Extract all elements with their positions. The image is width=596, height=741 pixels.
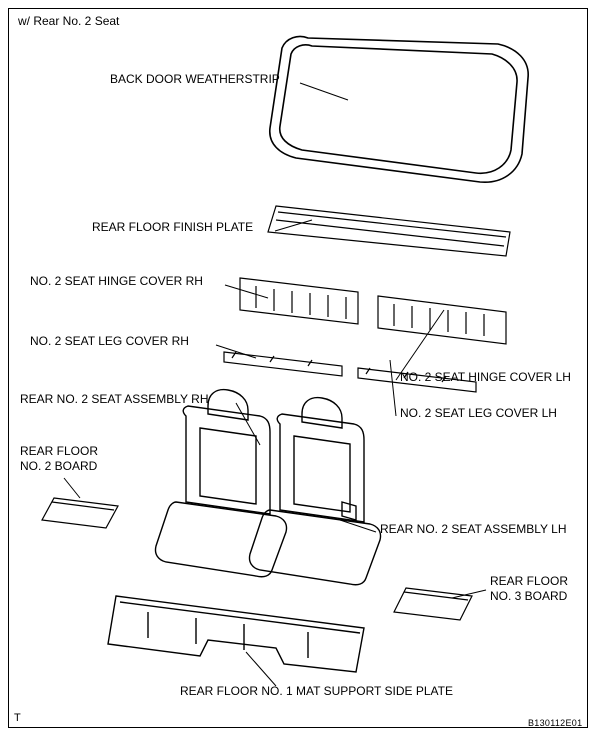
leader-hinge-cover-rh: [225, 285, 268, 298]
leader-mat-support: [246, 652, 276, 686]
rear-no2-seat-assembly-rh-part: [155, 390, 286, 577]
label-back-door-weatherstrip: BACK DOOR WEATHERSTRIP: [110, 72, 280, 87]
leader-floor-no2-board: [64, 478, 80, 498]
rear-floor-finish-plate-part: [268, 206, 510, 256]
label-rear-floor-no1-mat-support: REAR FLOOR NO. 1 MAT SUPPORT SIDE PLATE: [180, 684, 453, 699]
label-no2-seat-hinge-cover-lh: NO. 2 SEAT HINGE COVER LH: [400, 370, 571, 385]
leader-leg-cover-rh: [216, 345, 256, 358]
corner-mark: T: [14, 712, 21, 724]
rear-floor-no1-mat-support-side-plate-part: [108, 596, 364, 672]
label-rear-no2-seat-assembly-rh: REAR NO. 2 SEAT ASSEMBLY RH: [20, 392, 209, 407]
label-no2-seat-leg-cover-lh: NO. 2 SEAT LEG COVER LH: [400, 406, 557, 421]
rear-floor-no2-board-part: [42, 498, 118, 528]
label-rear-floor-finish-plate: REAR FLOOR FINISH PLATE: [92, 220, 253, 235]
label-rear-floor-no2-board: REAR FLOORNO. 2 BOARD: [20, 444, 110, 474]
leader-back-door-weatherstrip: [300, 83, 348, 100]
diagram-page: w/ Rear No. 2 Seat: [0, 0, 596, 741]
figure-code: B130112E01: [528, 718, 582, 728]
leader-leg-cover-lh: [390, 360, 396, 416]
rear-floor-no3-board-part: [394, 588, 472, 620]
exploded-view-svg: [8, 8, 588, 728]
no2-seat-hinge-cover-lh-part: [378, 296, 506, 344]
back-door-weatherstrip-part: [270, 36, 528, 182]
no2-seat-hinge-cover-rh-part: [240, 278, 358, 324]
label-no2-seat-leg-cover-rh: NO. 2 SEAT LEG COVER RH: [30, 334, 189, 349]
no2-seat-leg-cover-rh-part: [224, 352, 342, 376]
seats: [155, 390, 380, 585]
hinge-covers: [240, 278, 506, 344]
label-no2-seat-hinge-cover-rh: NO. 2 SEAT HINGE COVER RH: [30, 274, 203, 289]
label-rear-no2-seat-assembly-lh: REAR NO. 2 SEAT ASSEMBLY LH: [380, 522, 567, 537]
label-rear-floor-no3-board: REAR FLOORNO. 3 BOARD: [490, 574, 582, 604]
